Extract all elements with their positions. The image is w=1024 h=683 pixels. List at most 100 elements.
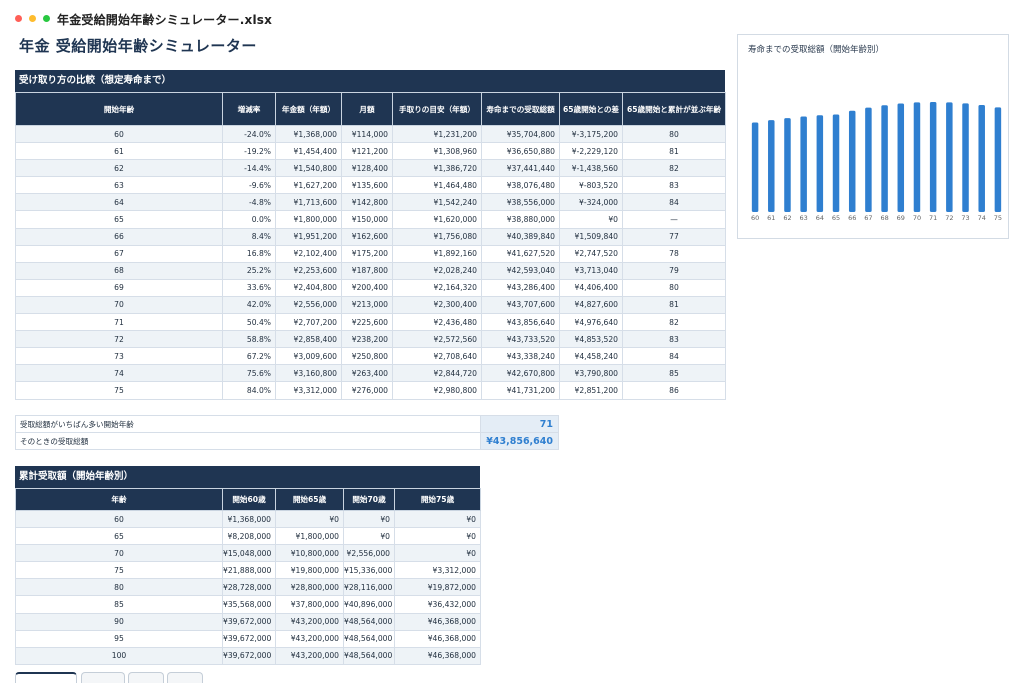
cumulative-cell[interactable]: ¥1,800,000 bbox=[275, 527, 344, 546]
cumulative-cell[interactable]: ¥15,336,000 bbox=[343, 561, 395, 580]
chart-bar[interactable] bbox=[816, 115, 824, 212]
compare-column-header[interactable]: 65歳開始と累計が並ぶ年齢 bbox=[622, 92, 726, 126]
cumulative-cell[interactable]: ¥36,432,000 bbox=[394, 595, 481, 614]
cumulative-cell[interactable]: 90 bbox=[15, 612, 223, 631]
compare-cell[interactable]: ¥2,102,400 bbox=[275, 244, 342, 263]
compare-cell[interactable]: ¥38,880,000 bbox=[481, 210, 560, 229]
compare-cell[interactable]: 82 bbox=[622, 159, 726, 178]
compare-cell[interactable]: 63 bbox=[15, 176, 223, 195]
cumulative-column-header[interactable]: 開始60歳 bbox=[222, 488, 276, 511]
compare-cell[interactable]: ¥1,540,800 bbox=[275, 159, 342, 178]
cumulative-cell[interactable]: ¥0 bbox=[394, 509, 481, 529]
chart-bar[interactable] bbox=[929, 102, 937, 212]
compare-cell[interactable]: ¥38,556,000 bbox=[481, 193, 560, 212]
compare-cell[interactable]: 82 bbox=[622, 313, 726, 332]
compare-cell[interactable]: ¥2,164,320 bbox=[392, 278, 482, 297]
chart-bar[interactable] bbox=[768, 120, 775, 212]
compare-cell[interactable]: ¥1,892,160 bbox=[392, 244, 482, 263]
compare-cell[interactable]: ¥4,976,640 bbox=[559, 313, 623, 332]
cumulative-cell[interactable]: ¥39,672,000 bbox=[222, 646, 276, 665]
compare-cell[interactable]: ¥1,386,720 bbox=[392, 159, 482, 178]
compare-cell[interactable]: ¥2,708,640 bbox=[392, 347, 482, 366]
compare-cell[interactable]: ¥3,160,800 bbox=[275, 364, 342, 383]
cumulative-cell[interactable]: ¥46,368,000 bbox=[394, 646, 481, 665]
cumulative-cell[interactable]: ¥43,200,000 bbox=[275, 612, 344, 631]
compare-cell[interactable]: ¥142,800 bbox=[341, 193, 393, 212]
cumulative-cell[interactable]: ¥28,800,000 bbox=[275, 578, 344, 597]
compare-cell[interactable]: 74 bbox=[15, 364, 223, 383]
cumulative-cell[interactable]: ¥48,564,000 bbox=[343, 612, 395, 631]
chart-bar[interactable] bbox=[865, 107, 872, 212]
compare-cell[interactable]: 33.6% bbox=[222, 278, 276, 297]
compare-cell[interactable]: ¥-803,520 bbox=[559, 176, 623, 195]
compare-cell[interactable]: ¥225,600 bbox=[341, 313, 393, 332]
compare-cell[interactable]: ¥0 bbox=[559, 210, 623, 229]
cumulative-cell[interactable]: ¥39,672,000 bbox=[222, 612, 276, 631]
compare-cell[interactable]: ¥187,800 bbox=[341, 261, 393, 280]
cumulative-cell[interactable]: ¥3,312,000 bbox=[394, 561, 481, 580]
cumulative-cell[interactable]: ¥43,200,000 bbox=[275, 646, 344, 665]
compare-cell[interactable]: ¥200,400 bbox=[341, 278, 393, 297]
cumulative-cell[interactable]: ¥40,896,000 bbox=[343, 595, 395, 614]
compare-cell[interactable]: 81 bbox=[622, 295, 726, 315]
cumulative-column-header[interactable]: 開始75歳 bbox=[394, 488, 481, 511]
compare-cell[interactable]: -19.2% bbox=[222, 142, 276, 161]
chart-bar[interactable] bbox=[784, 118, 791, 212]
compare-cell[interactable]: ¥1,231,200 bbox=[392, 124, 482, 144]
cumulative-cell[interactable]: ¥0 bbox=[343, 509, 395, 529]
compare-cell[interactable]: ¥2,556,000 bbox=[275, 295, 342, 315]
cumulative-cell[interactable]: ¥39,672,000 bbox=[222, 629, 276, 648]
cumulative-cell[interactable]: ¥35,568,000 bbox=[222, 595, 276, 614]
compare-cell[interactable]: ¥1,800,000 bbox=[275, 210, 342, 229]
cumulative-cell[interactable]: 65 bbox=[15, 527, 223, 546]
compare-cell[interactable]: 50.4% bbox=[222, 313, 276, 332]
compare-cell[interactable]: ¥4,458,240 bbox=[559, 347, 623, 366]
compare-cell[interactable]: 86 bbox=[622, 381, 726, 400]
compare-cell[interactable]: ¥38,076,480 bbox=[481, 176, 560, 195]
compare-cell[interactable]: ¥1,756,080 bbox=[392, 227, 482, 246]
compare-cell[interactable]: 80 bbox=[622, 124, 726, 144]
compare-cell[interactable]: ¥175,200 bbox=[341, 244, 393, 263]
compare-cell[interactable]: ¥1,464,480 bbox=[392, 176, 482, 195]
compare-cell[interactable]: ¥2,844,720 bbox=[392, 364, 482, 383]
compare-column-header[interactable]: 手取りの目安（年額） bbox=[392, 92, 482, 126]
cumulative-cell[interactable]: 95 bbox=[15, 629, 223, 648]
sheet-tab-4[interactable] bbox=[167, 672, 203, 683]
cumulative-cell[interactable]: ¥46,368,000 bbox=[394, 629, 481, 648]
compare-cell[interactable]: 71 bbox=[15, 313, 223, 332]
maximize-window-button[interactable] bbox=[43, 15, 50, 22]
compare-cell[interactable]: 58.8% bbox=[222, 330, 276, 349]
chart-card[interactable]: 寿命までの受取総額（開始年齢別） 60 61 62 63 64 65 66 67 68 69 70 7… bbox=[737, 34, 1009, 239]
compare-column-header[interactable]: 月額 bbox=[341, 92, 393, 126]
compare-cell[interactable]: ¥238,200 bbox=[341, 330, 393, 349]
compare-cell[interactable]: ¥2,851,200 bbox=[559, 381, 623, 400]
compare-cell[interactable]: ¥2,707,200 bbox=[275, 313, 342, 332]
compare-cell[interactable]: 66 bbox=[15, 227, 223, 246]
compare-cell[interactable]: ¥-3,175,200 bbox=[559, 124, 623, 144]
chart-bar[interactable] bbox=[832, 114, 840, 213]
compare-cell[interactable]: ¥150,000 bbox=[341, 210, 393, 229]
cumulative-cell[interactable]: ¥0 bbox=[394, 544, 481, 563]
compare-cell[interactable]: 0.0% bbox=[222, 210, 276, 229]
compare-cell[interactable]: 68 bbox=[15, 261, 223, 280]
compare-cell[interactable]: ¥1,713,600 bbox=[275, 193, 342, 212]
compare-cell[interactable]: ¥43,856,640 bbox=[481, 313, 560, 332]
compare-cell[interactable]: ¥2,404,800 bbox=[275, 278, 342, 297]
compare-cell[interactable]: -14.4% bbox=[222, 159, 276, 178]
compare-cell[interactable]: ¥36,650,880 bbox=[481, 142, 560, 161]
compare-cell[interactable]: ¥43,707,600 bbox=[481, 295, 560, 315]
cumulative-cell[interactable]: ¥8,208,000 bbox=[222, 527, 276, 546]
compare-cell[interactable]: ¥3,009,600 bbox=[275, 347, 342, 366]
compare-cell[interactable]: ¥250,800 bbox=[341, 347, 393, 366]
compare-cell[interactable]: ¥41,731,200 bbox=[481, 381, 560, 400]
compare-cell[interactable]: 84 bbox=[622, 193, 726, 212]
cumulative-cell[interactable]: 75 bbox=[15, 561, 223, 580]
compare-cell[interactable]: ¥3,790,800 bbox=[559, 364, 623, 383]
compare-cell[interactable]: 65 bbox=[15, 210, 223, 229]
cumulative-cell[interactable]: 80 bbox=[15, 578, 223, 597]
chart-bar[interactable] bbox=[751, 122, 759, 212]
cumulative-cell[interactable]: ¥48,564,000 bbox=[343, 629, 395, 648]
chart-bar[interactable] bbox=[897, 103, 905, 212]
compare-cell[interactable]: ¥43,286,400 bbox=[481, 278, 560, 297]
compare-cell[interactable]: ¥-324,000 bbox=[559, 193, 623, 212]
